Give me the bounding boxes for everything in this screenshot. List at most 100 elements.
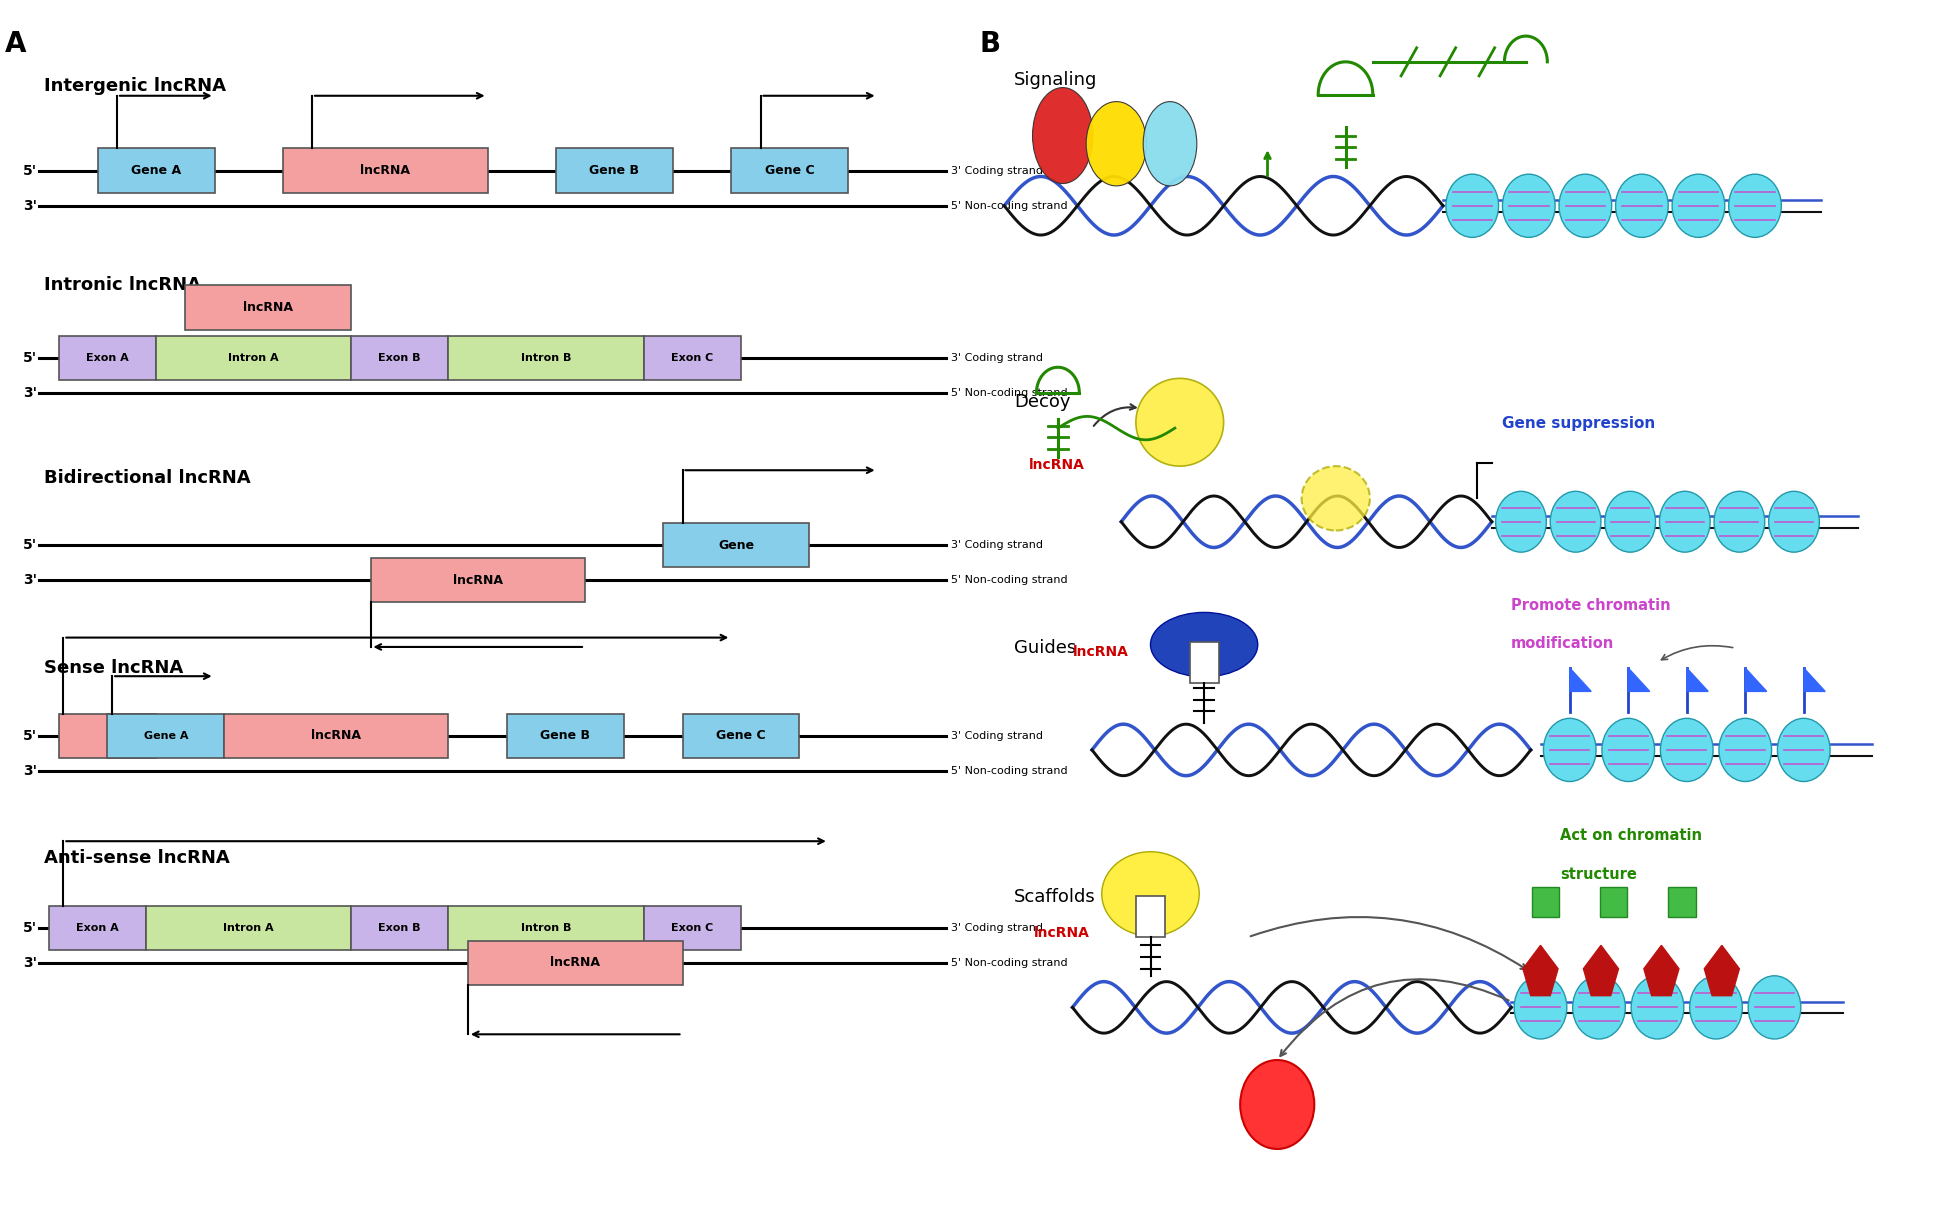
Text: 5': 5' xyxy=(23,729,37,742)
Text: 5' Non-coding strand: 5' Non-coding strand xyxy=(952,575,1067,585)
Polygon shape xyxy=(1570,668,1591,691)
Circle shape xyxy=(1769,491,1819,552)
Text: Bidirectional lncRNA: Bidirectional lncRNA xyxy=(43,469,250,488)
FancyBboxPatch shape xyxy=(185,285,351,330)
Text: Promote chromatin: Promote chromatin xyxy=(1511,597,1671,612)
Text: lncRNA: lncRNA xyxy=(361,165,410,177)
FancyBboxPatch shape xyxy=(468,941,682,985)
Text: Guides: Guides xyxy=(1014,639,1076,657)
Text: 3' Coding strand: 3' Coding strand xyxy=(952,352,1043,363)
Text: B: B xyxy=(979,30,1000,59)
FancyBboxPatch shape xyxy=(156,335,351,380)
Text: Gene suppression: Gene suppression xyxy=(1502,416,1656,432)
Circle shape xyxy=(1513,975,1568,1039)
Text: Intron A: Intron A xyxy=(224,923,273,933)
Polygon shape xyxy=(1628,668,1650,691)
Circle shape xyxy=(1502,174,1556,238)
FancyBboxPatch shape xyxy=(1135,896,1166,937)
Text: Gene A: Gene A xyxy=(131,165,181,177)
Circle shape xyxy=(1673,174,1726,238)
Polygon shape xyxy=(1687,668,1708,691)
Circle shape xyxy=(1550,491,1601,552)
Text: lncRNA: lncRNA xyxy=(1030,458,1084,472)
Text: 5': 5' xyxy=(23,920,37,935)
Text: lncRNA: lncRNA xyxy=(1072,645,1129,659)
Polygon shape xyxy=(1704,946,1739,996)
Text: Anti-sense lncRNA: Anti-sense lncRNA xyxy=(43,850,230,868)
FancyBboxPatch shape xyxy=(731,149,848,193)
Text: 5' Non-coding strand: 5' Non-coding strand xyxy=(952,766,1067,777)
Text: 5': 5' xyxy=(23,351,37,364)
FancyBboxPatch shape xyxy=(556,149,673,193)
Circle shape xyxy=(1778,718,1829,781)
Text: 5' Non-coding strand: 5' Non-coding strand xyxy=(952,201,1067,211)
Text: 3' Coding strand: 3' Coding strand xyxy=(952,923,1043,933)
Text: lncRNA: lncRNA xyxy=(312,729,361,742)
Text: 3': 3' xyxy=(23,764,37,778)
Text: Intronic lncRNA: Intronic lncRNA xyxy=(43,275,201,294)
Text: Intron B: Intron B xyxy=(521,352,571,363)
Text: Gene C: Gene C xyxy=(716,729,766,742)
FancyBboxPatch shape xyxy=(448,335,644,380)
Text: 5' Non-coding strand: 5' Non-coding strand xyxy=(952,388,1067,399)
FancyBboxPatch shape xyxy=(98,149,214,193)
Circle shape xyxy=(1714,491,1765,552)
Ellipse shape xyxy=(1086,101,1147,185)
FancyBboxPatch shape xyxy=(49,906,146,950)
Text: Gene: Gene xyxy=(718,539,755,552)
Text: A: A xyxy=(4,30,27,59)
Text: Gene A: Gene A xyxy=(144,731,187,741)
Circle shape xyxy=(1240,1061,1314,1150)
Polygon shape xyxy=(1644,946,1679,996)
Text: 3' Coding strand: 3' Coding strand xyxy=(952,540,1043,550)
Circle shape xyxy=(1659,718,1714,781)
Circle shape xyxy=(1689,975,1743,1039)
FancyBboxPatch shape xyxy=(644,335,741,380)
Circle shape xyxy=(1720,718,1771,781)
Text: modification: modification xyxy=(1511,636,1615,651)
Text: lncRNA: lncRNA xyxy=(1034,926,1090,940)
Text: lncRNA: lncRNA xyxy=(244,301,292,315)
Text: Intron B: Intron B xyxy=(521,923,571,933)
Ellipse shape xyxy=(1135,378,1225,466)
Polygon shape xyxy=(1583,946,1618,996)
FancyBboxPatch shape xyxy=(146,906,351,950)
Ellipse shape xyxy=(1303,466,1369,530)
Text: Exon B: Exon B xyxy=(378,923,421,933)
FancyBboxPatch shape xyxy=(448,906,644,950)
Text: Signaling: Signaling xyxy=(1014,71,1098,89)
Text: 5' Non-coding strand: 5' Non-coding strand xyxy=(952,958,1067,968)
Text: Scaffolds: Scaffolds xyxy=(1014,887,1096,906)
FancyBboxPatch shape xyxy=(58,335,156,380)
FancyBboxPatch shape xyxy=(1667,887,1696,917)
Text: lncRNA: lncRNA xyxy=(550,957,601,969)
Text: 5': 5' xyxy=(23,163,37,178)
FancyBboxPatch shape xyxy=(351,335,448,380)
Circle shape xyxy=(1572,975,1626,1039)
Text: structure: structure xyxy=(1560,867,1636,881)
FancyBboxPatch shape xyxy=(663,523,809,567)
Text: Exon B: Exon B xyxy=(378,352,421,363)
Text: 3': 3' xyxy=(23,956,37,970)
FancyBboxPatch shape xyxy=(644,906,741,950)
FancyBboxPatch shape xyxy=(1190,642,1219,683)
FancyBboxPatch shape xyxy=(351,906,448,950)
Circle shape xyxy=(1747,975,1802,1039)
Text: Exon A: Exon A xyxy=(86,352,129,363)
Circle shape xyxy=(1544,718,1595,781)
Text: Decoy: Decoy xyxy=(1014,393,1071,411)
Text: Exon C: Exon C xyxy=(671,923,714,933)
Ellipse shape xyxy=(1150,612,1258,677)
Text: 3': 3' xyxy=(23,199,37,213)
Ellipse shape xyxy=(1143,101,1197,185)
Circle shape xyxy=(1615,174,1669,238)
Polygon shape xyxy=(1745,668,1767,691)
Circle shape xyxy=(1605,491,1656,552)
Ellipse shape xyxy=(1034,88,1092,184)
Text: Gene B: Gene B xyxy=(589,165,640,177)
Text: 3': 3' xyxy=(23,573,37,588)
Text: 5': 5' xyxy=(23,538,37,552)
Text: 3': 3' xyxy=(23,386,37,400)
Ellipse shape xyxy=(1102,852,1199,936)
Text: Intergenic lncRNA: Intergenic lncRNA xyxy=(43,77,226,95)
